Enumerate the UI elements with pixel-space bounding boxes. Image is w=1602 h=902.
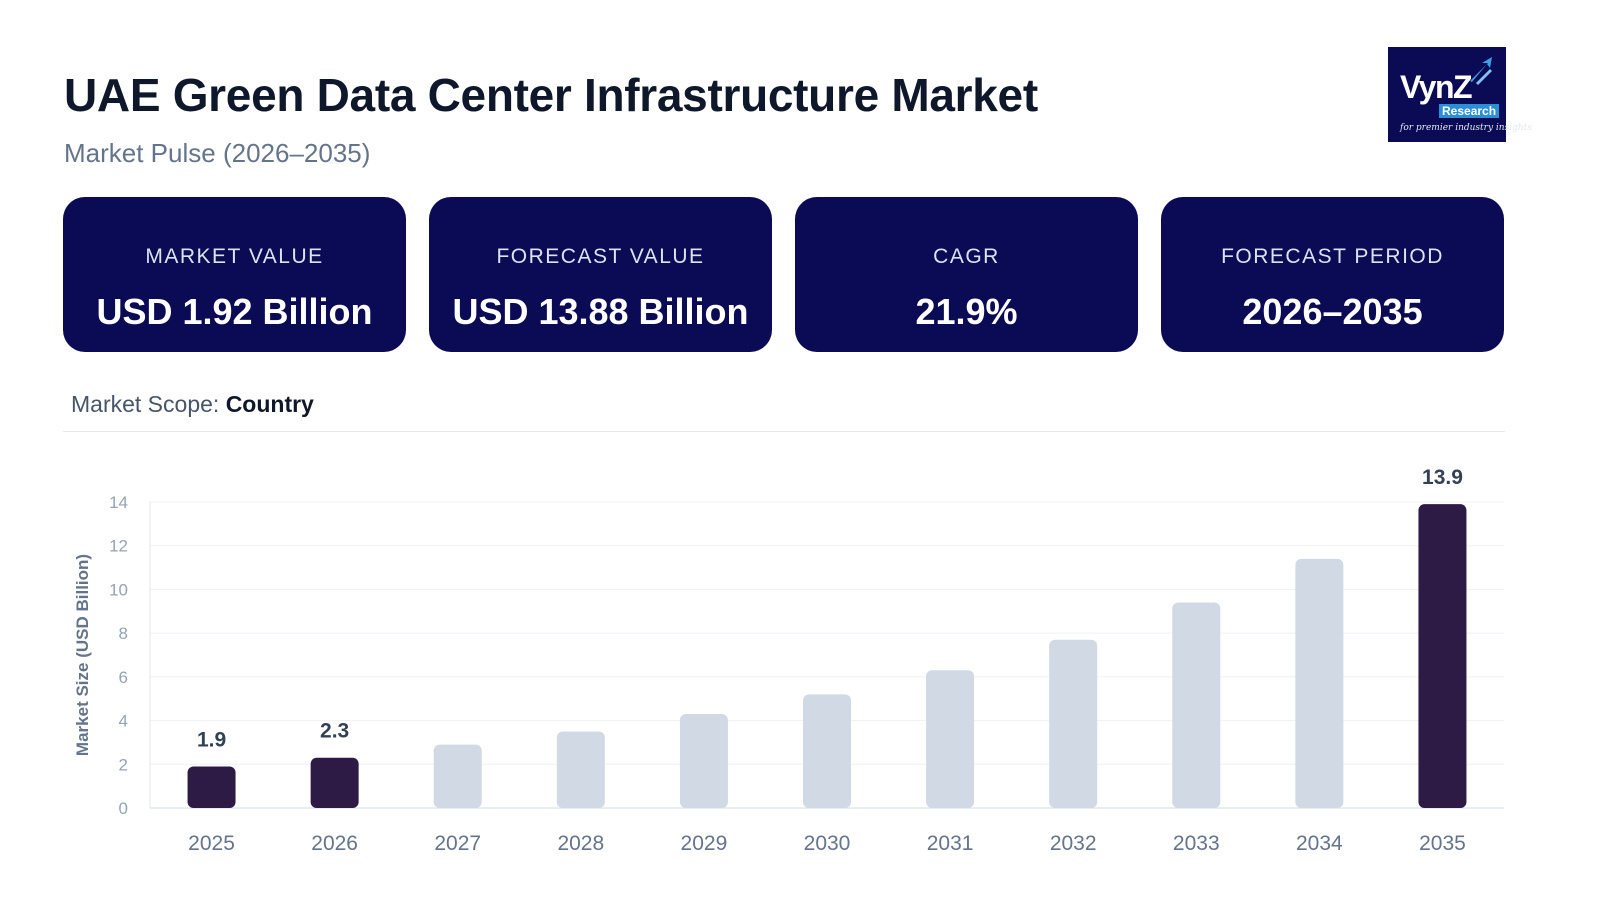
card-forecast-period: FORECAST PERIOD 2026–2035 — [1161, 197, 1504, 352]
logo-brand: VynZ — [1400, 69, 1473, 105]
x-tick-label: 2031 — [927, 832, 974, 855]
x-tick-label: 2032 — [1050, 832, 1097, 855]
bar-2026 — [310, 757, 359, 808]
card-market-value: MARKET VALUE USD 1.92 Billion — [63, 197, 406, 352]
card-cagr: CAGR 21.9% — [795, 197, 1138, 352]
bar-2032 — [1049, 639, 1098, 808]
card-value: USD 13.88 Billion — [452, 291, 749, 332]
page-subtitle: Market Pulse (2026–2035) — [64, 138, 371, 168]
card-label: CAGR — [933, 245, 1000, 268]
card-label: FORECAST PERIOD — [1221, 245, 1444, 268]
data-label-2026: 2.3 — [320, 720, 349, 743]
bar-chart: 0 2 4 6 8 10 12 14 Market Size (USD Billion) 2025… — [73, 466, 1504, 855]
y-tick-label: 2 — [119, 755, 128, 774]
y-tick-label: 4 — [119, 712, 128, 731]
x-tick-label: 2033 — [1173, 832, 1220, 855]
bar-2025 — [187, 766, 236, 808]
scope-value: Country — [225, 391, 314, 417]
divider — [63, 431, 1505, 432]
y-tick-label: 12 — [109, 537, 128, 556]
x-tick-label: 2034 — [1296, 832, 1343, 855]
y-tick-label: 10 — [109, 580, 128, 599]
data-label-2025: 1.9 — [197, 728, 226, 751]
card-forecast-value: FORECAST VALUE USD 13.88 Billion — [429, 197, 772, 352]
y-axis-title: Market Size (USD Billion) — [73, 554, 92, 756]
bar-2035 — [1418, 504, 1467, 808]
bar-2034 — [1295, 558, 1344, 808]
card-label: FORECAST VALUE — [496, 245, 705, 268]
x-tick-label: 2028 — [557, 832, 604, 855]
page-title: UAE Green Data Center Infrastructure Mar… — [64, 69, 1038, 121]
y-tick-label: 14 — [109, 493, 128, 512]
bar-2030 — [803, 694, 851, 808]
bar-2027 — [433, 744, 482, 808]
bar-2028 — [556, 731, 605, 808]
scope-label: Market Scope: — [71, 391, 220, 417]
y-tick-label: 6 — [119, 668, 128, 687]
bar-2033 — [1172, 602, 1221, 808]
bar-2029 — [679, 714, 728, 808]
logo-sub: Research — [1439, 104, 1500, 118]
x-tick-label: 2027 — [434, 832, 481, 855]
x-tick-label: 2035 — [1419, 832, 1466, 855]
bar-2031 — [926, 670, 975, 808]
x-tick-label: 2025 — [188, 832, 235, 855]
card-value: USD 1.92 Billion — [96, 291, 373, 332]
logo-tagline: for premier industry insights — [1400, 123, 1532, 133]
card-value: 2026–2035 — [1242, 291, 1423, 332]
y-tick-label: 0 — [119, 799, 128, 818]
card-label: MARKET VALUE — [145, 245, 324, 268]
card-value: 21.9% — [915, 291, 1018, 332]
data-label-2035: 13.9 — [1422, 466, 1463, 489]
x-tick-label: 2026 — [311, 832, 358, 855]
x-tick-label: 2030 — [804, 832, 851, 855]
x-tick-label: 2029 — [681, 832, 728, 855]
arrow-logo-icon — [1470, 57, 1492, 85]
y-tick-label: 8 — [119, 624, 128, 643]
market-scope: Market Scope: Country — [71, 391, 314, 418]
vynz-logo: VynZ Research for premier industry insig… — [1388, 47, 1532, 142]
